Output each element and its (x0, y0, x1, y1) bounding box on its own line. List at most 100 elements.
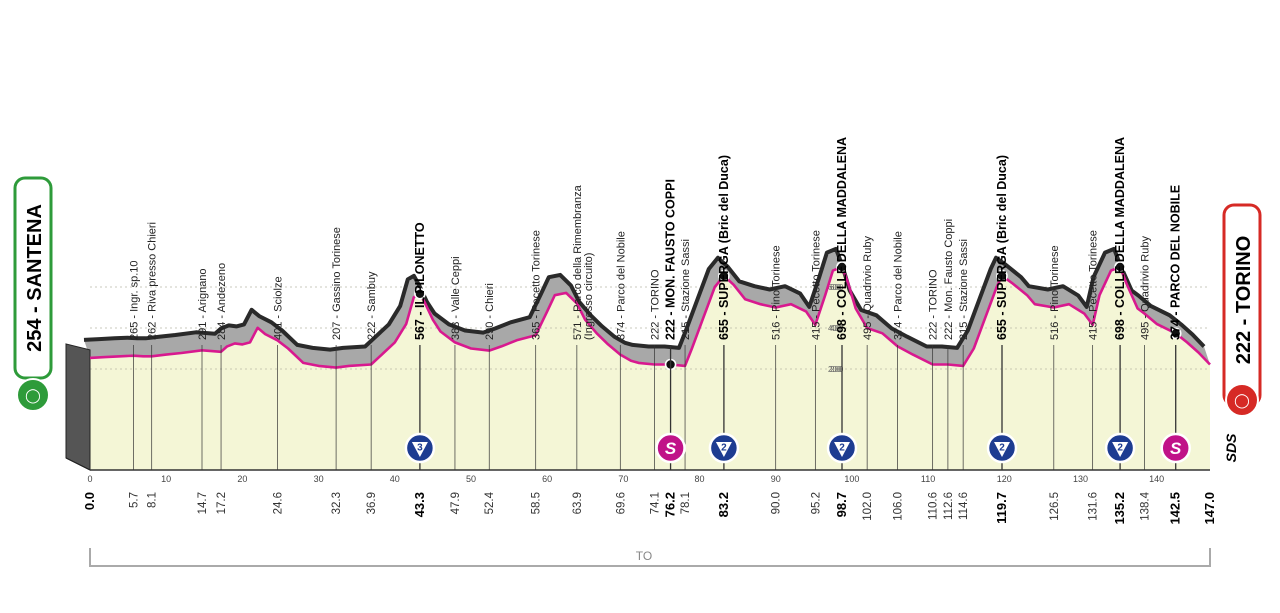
gpm-badge: 3 (404, 432, 436, 464)
waypoint-label-sub: (Ingresso circuito) (583, 253, 595, 340)
km-axis: 0 10 20 30 40 50 60 70 80 90 100 110 120 130 140 0.0 5.7… (82, 469, 1217, 525)
km-label: 90.0 (771, 492, 783, 514)
km-label: 74.1 (650, 492, 662, 514)
altitude-tick-label: 600 (828, 283, 842, 292)
sprint-badge-circle (1160, 432, 1191, 464)
finish-city-label: 222 - TORINO (1233, 236, 1255, 365)
waypoint-label: 698 - COLLE DELLA MADDALENA (835, 137, 849, 340)
gpm-badge-triangle (1112, 442, 1129, 457)
summit-marker (414, 287, 426, 300)
x-tick-label: 140 (1149, 474, 1164, 484)
km-label: 83.2 (716, 492, 731, 517)
km-label: 32.3 (331, 492, 343, 514)
km-label: 58.5 (531, 492, 543, 514)
x-tick-label: 120 (997, 474, 1012, 484)
gpm-badge-category: 3 (417, 443, 423, 454)
waypoint-label: 571 - Parco della Rimembranza (572, 184, 584, 340)
km-label: 106.0 (893, 492, 905, 521)
km-label: 114.6 (958, 492, 970, 520)
waypoint-label: 374 - PARCO DEL NOBILE (1169, 185, 1183, 340)
elevation-profile (65, 246, 1211, 471)
summit-marker (1169, 327, 1182, 340)
km-label: 102.0 (862, 492, 874, 521)
waypoint-label: 207 - Gassino Torinese (331, 227, 343, 340)
km-label: 78.1 (680, 492, 692, 514)
waypoint-label: 495 - Quadrivio Ruby (862, 236, 874, 340)
waypoint-label: 495 - Quadrivio Ruby (1139, 236, 1151, 340)
km-label: 0.0 (82, 492, 97, 510)
altitude-tick-label: 400 (830, 324, 844, 333)
waypoint-label: 655 - SUPERGA (Bric del Duca) (717, 155, 731, 340)
x-tick-label: 30 (314, 474, 324, 484)
x-tick-label: 80 (695, 474, 705, 484)
km-label: 95.2 (810, 492, 822, 514)
footer-bracket: TO (89, 548, 1211, 567)
x-tick-label: 130 (1073, 474, 1088, 484)
x-tick-label: 60 (542, 474, 552, 484)
km-label: 112.6 (943, 492, 955, 520)
waypoint-labels: 265 - Ingr. sp.10 262 - Riva presso Chier… (128, 137, 1182, 340)
altitude-tick-label: 600 (830, 283, 844, 292)
summit-marker (996, 269, 1008, 282)
bike-glyph: ◯ (25, 388, 41, 404)
start-marker: 254 - SANTENA ◯ (13, 176, 53, 412)
km-label: 119.7 (994, 492, 1009, 524)
summit-marker (1114, 261, 1126, 273)
sprint-badge: S (655, 432, 686, 464)
gpm-badge: 2 (1104, 432, 1136, 464)
km-label: 76.2 (663, 492, 678, 517)
x-tick-label: 100 (844, 474, 859, 484)
km-label: 131.6 (1088, 492, 1100, 521)
gpm-badge-category: 2 (999, 443, 1005, 454)
altitude-tick-label: 200 (828, 365, 842, 374)
km-label: 63.9 (572, 492, 584, 514)
km-label: 17.2 (216, 492, 228, 514)
waypoint-label: 222 - Mon. Fausto Coppi (943, 219, 955, 340)
x-tick-label: 90 (771, 474, 781, 484)
summit-marker (718, 269, 730, 282)
gpm-badge-category: 2 (1117, 443, 1123, 454)
profile-top-edge (83, 246, 1206, 352)
start-wall-base (65, 457, 91, 471)
waypoint-label: 284 - Andezeno (216, 263, 228, 340)
waypoint-label: 698 - COLLE DELLA MADDALENA (1113, 137, 1127, 340)
gpm-badge: 2 (708, 432, 740, 464)
km-label: 110.6 (928, 492, 940, 520)
start-bike-icon (16, 378, 50, 412)
waypoint-label: 215 - Stazione Sassi (680, 239, 692, 340)
waypoint-label: 365 - Pecetto Torinese (531, 230, 543, 340)
waypoint-label: 516 - Pino Torinese (771, 245, 783, 340)
altitude-tick-label: 400 (828, 324, 842, 333)
waypoint-label: 374 - Parco del Nobile (615, 231, 627, 340)
sprint-badge-letter: S (1170, 439, 1182, 458)
km-label: 142.5 (1168, 492, 1183, 525)
waypoint-label: 415 - Pecetto Torinese (1088, 230, 1100, 340)
waypoint-label: 415 - Pecetto Torinese (810, 230, 822, 340)
gpm-badge: 2 (986, 432, 1018, 464)
waypoint-label: 222 - Sambuy (366, 271, 378, 340)
waypoint-label: 401 - Sciolze (272, 276, 284, 340)
waypoint-label: 374 - Parco del Nobile (893, 231, 905, 340)
waypoint-label: 215 - Stazione Sassi (958, 239, 970, 340)
sprint-badge: S (1160, 432, 1191, 464)
waypoint-label: 265 - Ingr. sp.10 (128, 261, 140, 341)
km-label: 5.7 (128, 492, 140, 508)
gpm-badge-category: 2 (721, 443, 727, 454)
footer-label: TO (636, 549, 652, 563)
summit-marker (836, 261, 848, 273)
footer-bracket-line (89, 548, 1211, 567)
waypoint-label: 290 - Chieri (484, 283, 496, 340)
x-tick-label: 50 (466, 474, 476, 484)
km-label: 138.4 (1139, 491, 1151, 520)
km-label: 36.9 (366, 492, 378, 514)
km-label: 147.0 (1202, 492, 1217, 525)
start-wall (65, 343, 91, 471)
gpm-badge-triangle (715, 442, 732, 457)
waypoint-label: 655 - SUPERGA (Bric del Duca) (995, 155, 1009, 340)
km-label: 69.6 (615, 492, 627, 514)
km-label: 98.7 (834, 492, 849, 517)
km-label: 43.3 (412, 492, 427, 517)
waypoint-label: 291 - Arignano (197, 268, 209, 340)
